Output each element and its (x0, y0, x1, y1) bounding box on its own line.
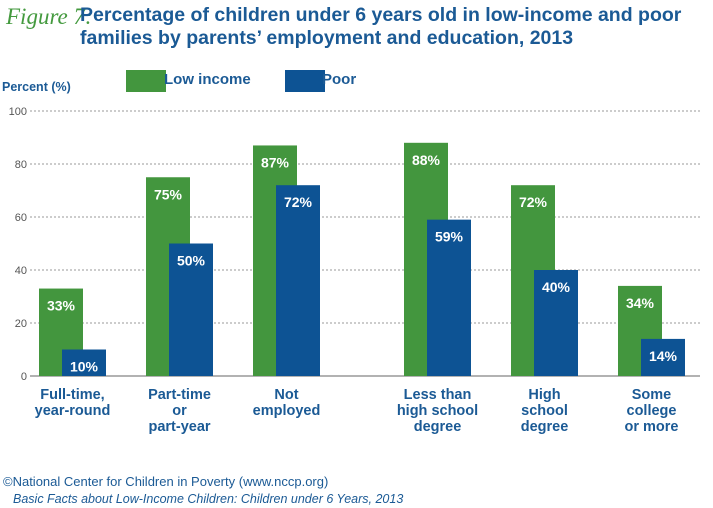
x-tick-label: employed (253, 403, 321, 419)
bar-poor (641, 338, 685, 376)
x-tick-label: high school (397, 403, 478, 419)
x-tick-label: year-round (35, 403, 111, 419)
y-axis-label: Percent (%) (2, 80, 71, 94)
data-label: 50% (177, 253, 206, 269)
x-tick-label: Not (274, 387, 298, 403)
footer-source: Basic Facts about Low-Income Children: C… (13, 492, 404, 506)
bar-poor (427, 219, 471, 376)
legend-label-low-income: Low income (164, 71, 251, 88)
data-label: 72% (519, 194, 548, 210)
bar-poor (276, 185, 320, 376)
x-tick-label: or more (625, 419, 679, 435)
x-tick-label: school (521, 403, 568, 419)
data-label: 59% (435, 229, 464, 245)
data-label: 40% (542, 279, 571, 295)
y-tick-label: 100 (9, 106, 27, 118)
x-tick-label: Part-time (148, 387, 211, 403)
y-tick-label: 20 (15, 318, 27, 330)
footer-credit: ©National Center for Children in Poverty… (3, 474, 329, 489)
y-tick-label: 40 (15, 265, 27, 277)
y-tick-label: 60 (15, 212, 27, 224)
x-tick-label: degree (521, 419, 569, 435)
data-label: 88% (412, 152, 441, 168)
y-tick-label: 0 (21, 371, 27, 383)
figure-label: Figure 7: (6, 4, 93, 29)
data-label: 72% (284, 194, 313, 210)
bar-poor (62, 349, 106, 376)
x-tick-label: Full-time, (40, 387, 104, 403)
chart-title: Percentage of children under 6 years old… (80, 4, 682, 49)
x-tick-label: or (172, 403, 187, 419)
legend-label-poor: Poor (322, 71, 357, 88)
x-tick-label: High (528, 387, 560, 403)
data-label: 87% (261, 154, 290, 170)
x-tick-label: degree (414, 419, 462, 435)
data-label: 75% (154, 186, 183, 202)
x-tick-label: Less than (404, 387, 472, 403)
x-tick-label: part-year (148, 419, 210, 435)
x-tick-label: college (627, 403, 677, 419)
y-tick-label: 80 (15, 159, 27, 171)
x-tick-label: Some (632, 387, 672, 403)
data-label: 10% (70, 359, 99, 375)
bar-poor (169, 243, 213, 376)
data-label: 33% (47, 298, 76, 314)
data-label: 34% (626, 295, 655, 311)
bar-poor (534, 270, 578, 376)
data-label: 14% (649, 348, 678, 364)
legend-swatch-poor (285, 70, 325, 92)
legend-swatch-low-income (126, 70, 166, 92)
